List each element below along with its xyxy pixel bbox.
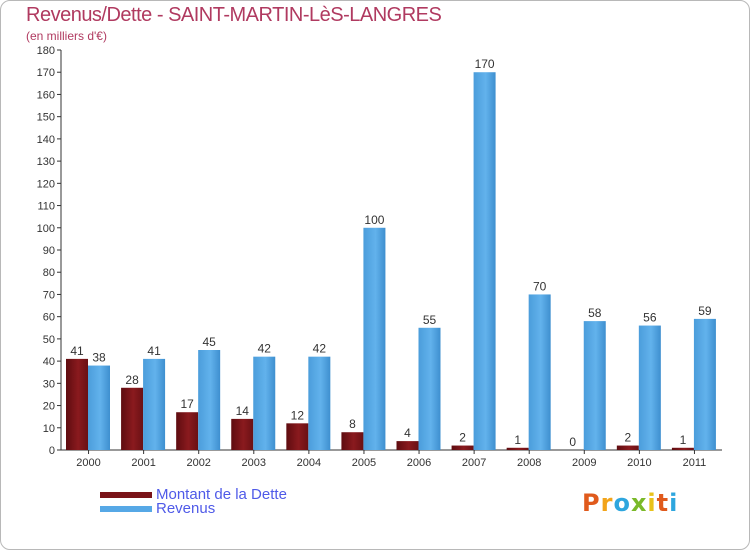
data-label-revenus: 56	[643, 311, 657, 325]
bar-dette	[506, 447, 529, 450]
data-label-dette: 1	[680, 433, 687, 447]
x-tick-label: 2003	[242, 457, 266, 469]
data-label-dette: 17	[180, 397, 194, 411]
y-tick-label: 50	[43, 334, 55, 346]
legend-label-revenus: Revenus	[156, 500, 216, 517]
y-tick-label: 10	[43, 423, 55, 435]
chart-title: Revenus/Dette - SAINT-MARTIN-LèS-LANGRES	[26, 4, 442, 26]
data-label-revenus: 55	[423, 313, 437, 327]
x-tick-label: 2009	[572, 457, 596, 469]
bar-dette	[616, 445, 639, 450]
y-tick-label: 30	[43, 378, 55, 390]
bar-dette	[176, 412, 199, 450]
bar-revenus	[143, 358, 166, 450]
legend-label-dette: Montant de la Dette	[156, 486, 287, 503]
bar-revenus	[308, 356, 331, 450]
bar-dette	[121, 387, 144, 450]
x-tick-label: 2002	[186, 457, 210, 469]
bar-revenus	[583, 321, 606, 450]
x-tick-label: 2008	[517, 457, 541, 469]
logo-letter: x	[630, 489, 648, 517]
bar-dette	[451, 445, 474, 450]
data-label-dette: 1	[514, 433, 521, 447]
y-tick-label: 150	[37, 112, 55, 124]
bar-revenus	[253, 356, 276, 450]
logo-letter: o	[613, 489, 631, 517]
data-label-dette: 41	[70, 344, 84, 358]
data-label-revenus: 41	[147, 344, 161, 358]
logo-letter: i	[647, 489, 657, 517]
bar-dette	[396, 441, 419, 450]
y-tick-label: 140	[37, 134, 55, 146]
bar-revenus	[198, 350, 221, 450]
legend-item-revenus: Revenus	[100, 500, 215, 517]
legend-swatch-revenus	[100, 505, 152, 512]
bar-dette	[286, 423, 309, 450]
proxiti-logo: Proxiti	[582, 489, 678, 517]
y-tick-label: 80	[43, 267, 55, 279]
x-tick-label: 2007	[462, 457, 486, 469]
y-tick-label: 0	[49, 445, 55, 457]
y-tick-label: 70	[43, 289, 55, 301]
data-label-dette: 4	[404, 426, 411, 440]
bar-revenus	[88, 365, 110, 450]
y-tick-label: 180	[37, 45, 55, 57]
legend-swatch-dette	[100, 491, 152, 498]
y-tick-label: 110	[37, 201, 55, 213]
data-label-revenus: 42	[258, 342, 272, 356]
y-tick-label: 120	[37, 178, 55, 190]
y-tick-label: 100	[37, 223, 55, 235]
data-label-dette: 0	[569, 435, 576, 449]
data-label-dette: 2	[459, 431, 466, 445]
logo-letter: P	[582, 489, 601, 517]
x-tick-label: 2000	[76, 457, 100, 469]
bar-revenus	[528, 294, 551, 450]
data-label-revenus: 45	[202, 335, 216, 349]
bar-dette	[231, 418, 254, 450]
y-tick-label: 20	[43, 401, 55, 413]
bar-revenus	[638, 325, 661, 450]
legend-item-dette: Montant de la Dette	[100, 486, 287, 503]
data-label-dette: 8	[349, 417, 356, 431]
x-tick-label: 2010	[627, 457, 651, 469]
chart-subtitle: (en milliers d'€)	[26, 29, 107, 43]
data-label-revenus: 58	[588, 306, 602, 320]
bar-revenus	[363, 227, 386, 450]
data-label-revenus: 100	[364, 213, 384, 227]
bar-revenus	[418, 327, 441, 450]
data-label-revenus: 59	[698, 304, 712, 318]
x-tick-label: 2004	[297, 457, 321, 469]
bar-revenus	[473, 72, 496, 450]
y-tick-label: 170	[37, 67, 55, 79]
y-tick-label: 130	[37, 156, 55, 168]
data-label-revenus: 38	[92, 351, 106, 365]
x-tick-label: 2001	[131, 457, 155, 469]
data-label-dette: 2	[624, 431, 631, 445]
data-label-dette: 14	[236, 404, 250, 418]
x-tick-label: 2005	[352, 457, 376, 469]
y-tick-label: 160	[37, 89, 55, 101]
y-tick-label: 40	[43, 356, 55, 368]
data-label-revenus: 42	[313, 342, 327, 356]
bar-dette	[66, 358, 88, 450]
data-label-revenus: 170	[475, 57, 495, 71]
bar-dette	[671, 447, 694, 450]
bar-dette	[341, 432, 364, 450]
y-tick-label: 90	[43, 245, 55, 257]
logo-letter: t	[656, 489, 670, 517]
x-tick-label: 2011	[683, 457, 707, 469]
y-tick-label: 60	[43, 312, 55, 324]
data-label-dette: 12	[291, 408, 305, 422]
data-label-dette: 28	[125, 373, 139, 387]
logo-letter: r	[600, 489, 614, 517]
logo-letter: i	[669, 489, 679, 517]
bar-revenus	[693, 318, 716, 450]
data-label-revenus: 70	[533, 279, 547, 293]
x-tick-label: 2006	[407, 457, 431, 469]
